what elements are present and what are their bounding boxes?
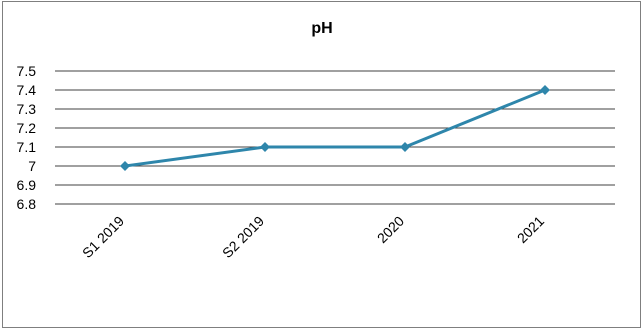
data-point [260, 142, 270, 152]
data-point [120, 161, 130, 171]
x-tick-label: 2020 [374, 213, 407, 246]
x-tick-label: S1 2019 [79, 213, 127, 261]
data-point [540, 85, 550, 95]
gridlines [55, 70, 615, 205]
x-tick-label: 2021 [514, 213, 547, 246]
y-tick-label: 7.2 [17, 120, 37, 136]
y-tick-label: 6.8 [17, 196, 37, 212]
y-tick-label: 6.9 [17, 177, 37, 193]
y-tick-label: 7.5 [17, 63, 37, 79]
x-tick-label: S2 2019 [219, 213, 267, 261]
y-tick-label: 7 [28, 158, 36, 174]
data-point [400, 142, 410, 152]
y-tick-labels: 7.5 7.4 7.3 7.2 7.1 7 6.9 6.8 [17, 63, 37, 212]
y-tick-label: 7.3 [17, 101, 37, 117]
y-tick-label: 7.4 [17, 82, 37, 98]
series-layer [120, 85, 550, 171]
chart-title: pH [311, 20, 332, 37]
y-tick-label: 7.1 [17, 139, 37, 155]
series-line [124, 88, 546, 168]
x-axis: S1 2019 S2 2019 2020 2021 [55, 203, 615, 261]
